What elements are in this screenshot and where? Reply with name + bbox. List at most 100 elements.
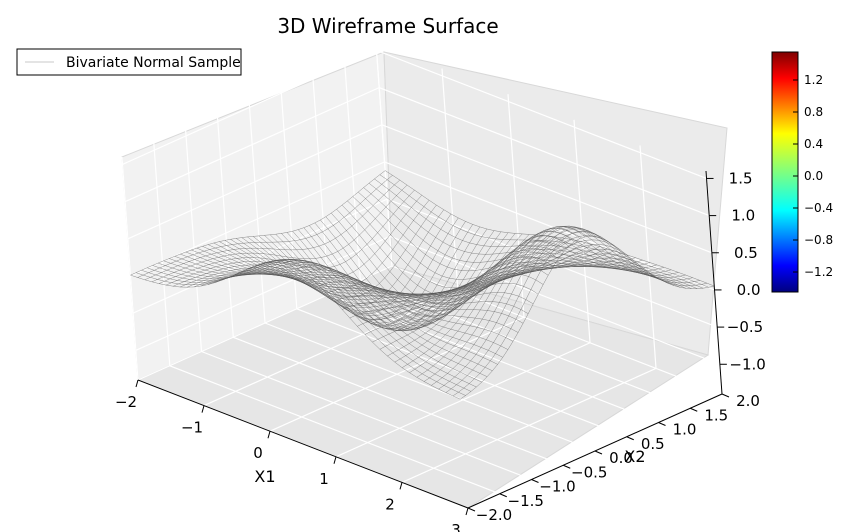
y-tick-label-4: 0.0	[609, 449, 633, 467]
wire-line-x2-10	[185, 251, 514, 342]
z-tick-label-0: −1.0	[729, 355, 765, 373]
z-tick-label-3: 0.5	[734, 244, 758, 262]
y-tick-label-1: −1.5	[508, 492, 544, 510]
wire-line-x2-46	[385, 170, 715, 287]
colorbar: 1.2 0.8 0.4 0.0 −0.4 −0.8 −1.2	[771, 51, 833, 293]
wire-line-x2-41	[358, 191, 686, 289]
grid-line-z-0	[135, 235, 721, 365]
x-tick-2	[267, 431, 271, 439]
colorbar-tick-label-4: −0.4	[804, 201, 833, 215]
x-tick-3	[333, 456, 337, 464]
x-tick-1	[201, 405, 205, 413]
y-tick-2	[531, 479, 539, 483]
z-tick-label-4: 1.0	[731, 207, 755, 225]
x-tick-label-0: −2	[115, 393, 137, 411]
z-tick-label-1: −0.5	[727, 318, 763, 336]
wire-line-x2-20	[241, 237, 564, 301]
x-tick-label-3: 1	[319, 470, 329, 488]
y-tick-6	[658, 422, 666, 426]
y-tick-label-3: −0.5	[571, 463, 607, 481]
colorbar-tick-label-5: −0.8	[804, 233, 833, 247]
y-tick-label-2: −1.0	[539, 478, 575, 496]
y-tick-label-6: 1.0	[673, 421, 697, 439]
grid-line-z-4	[124, 86, 710, 217]
wire-line-x2-0	[130, 262, 461, 400]
grid-line-y-7	[343, 57, 691, 409]
wire-line-x2-39	[347, 200, 675, 289]
wire-line-x2-8	[174, 256, 503, 358]
y-axis-label: X2	[624, 447, 645, 466]
z-tick-label-5: 1.5	[729, 169, 753, 187]
wire-line-x2-45	[379, 174, 709, 288]
y-tick-5	[626, 436, 634, 441]
z-tick-label-2: 0.0	[737, 281, 761, 299]
colorbar-tick-label-0: 1.2	[804, 73, 823, 87]
wire-line-x2-37	[336, 209, 663, 305]
grid-line-y-8	[375, 42, 723, 395]
wire-line-x2-16	[219, 241, 544, 297]
wire-line-x2-11	[191, 249, 519, 333]
grid-line-y-1	[153, 142, 501, 495]
grid-line-y-5	[280, 85, 628, 438]
wire-line-x2-21	[247, 235, 570, 304]
x-axis-label: X1	[254, 467, 275, 486]
grid-line-z-2	[130, 161, 715, 291]
y-tick-label-8: 2.0	[736, 392, 760, 410]
wire-line-x2-22	[252, 231, 575, 308]
wire-line-x2-30	[298, 229, 621, 332]
y-tick-3	[563, 464, 571, 469]
wire-line-x2-27	[281, 228, 603, 327]
chart-title: 3D Wireframe Surface	[277, 14, 498, 38]
legend: Bivariate Normal Sample	[16, 48, 242, 76]
wire-line-x2-38	[341, 204, 669, 297]
wire-line-x2-28	[286, 231, 609, 329]
wire-line-x2-12	[196, 247, 524, 324]
x-tick-4	[399, 482, 403, 490]
y-tick-8	[721, 393, 730, 398]
x-tick-label-1: −1	[181, 419, 203, 437]
grid-line-y-4	[248, 99, 596, 452]
y-tick-label-0: −2.0	[476, 506, 512, 524]
wire-line-x2-1	[135, 260, 466, 396]
y-tick-7	[690, 407, 698, 412]
grid-line-y-2	[184, 128, 532, 481]
x-tick-5	[465, 507, 469, 516]
wire-line-x2-29	[292, 231, 615, 331]
wire-line-x2-6	[163, 260, 493, 372]
wire-line-x2-14	[208, 244, 534, 305]
legend-label: Bivariate Normal Sample	[66, 55, 241, 71]
y-tick-0	[467, 507, 476, 512]
colorbar-ticks: 1.2 0.8 0.4 0.0 −0.4 −0.8 −1.2	[793, 73, 833, 279]
wire-line-x2-23	[258, 228, 580, 312]
wire-line-x2-42	[363, 187, 692, 289]
x-tick-label-4: 2	[385, 495, 395, 513]
wire-line-x2-44	[374, 178, 704, 289]
colorbar-tick-label-2: 0.4	[804, 137, 823, 151]
surface-wireframe	[130, 170, 715, 400]
x-axis-line	[137, 379, 469, 509]
colorbar-tick-label-6: −1.2	[804, 265, 833, 279]
x-tick-0	[135, 379, 139, 388]
wire-line-x2-43	[368, 183, 698, 289]
grid-line-y-3	[216, 114, 564, 466]
z-axis-line	[705, 170, 723, 395]
axes-ticks: −2−10123−2.0−1.5−1.0−0.50.00.51.01.52.0−…	[115, 169, 766, 532]
wire-line-x2-7	[169, 258, 498, 365]
wire-line-x2-9	[180, 253, 509, 350]
wire-line-x2-13	[202, 246, 529, 314]
y-tick-label-7: 1.5	[704, 406, 728, 424]
grid-line-z-3	[127, 124, 713, 254]
x-tick-label-5: 3	[451, 521, 461, 532]
wire-line-x2-35	[325, 216, 651, 318]
wire-line-x2-36	[331, 212, 657, 312]
colorbar-tick-label-3: 0.0	[804, 169, 823, 183]
y-tick-1	[499, 493, 507, 498]
y-tick-label-5: 0.5	[641, 435, 665, 453]
wire-line-x2-40	[352, 196, 681, 288]
colorbar-tick-label-1: 0.8	[804, 105, 823, 119]
grid-line-z-5	[122, 49, 707, 179]
colorbar-gradient	[771, 51, 799, 293]
wire-line-x2-25	[269, 225, 592, 320]
